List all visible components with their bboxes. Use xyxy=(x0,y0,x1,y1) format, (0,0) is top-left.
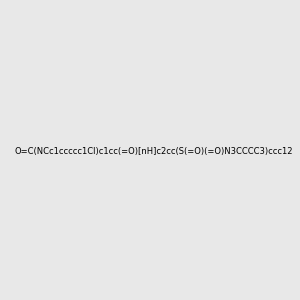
Text: O=C(NCc1ccccc1Cl)c1cc(=O)[nH]c2cc(S(=O)(=O)N3CCCC3)ccc12: O=C(NCc1ccccc1Cl)c1cc(=O)[nH]c2cc(S(=O)(… xyxy=(14,147,293,156)
